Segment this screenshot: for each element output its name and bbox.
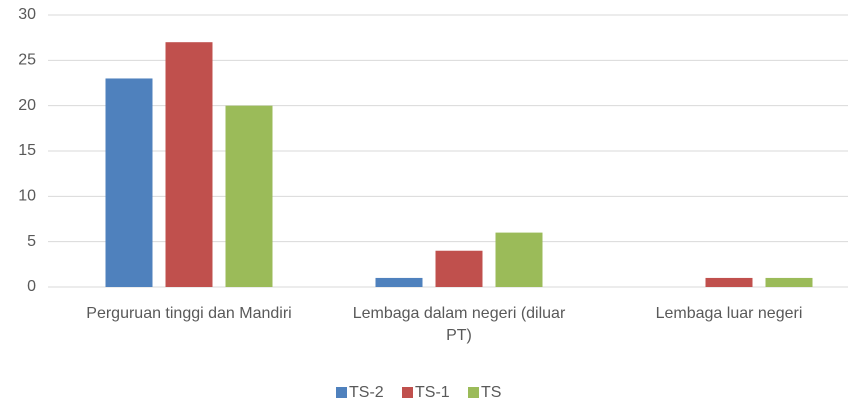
bar (225, 105, 273, 288)
legend-swatch (468, 387, 479, 398)
legend-label: TS-1 (415, 384, 450, 401)
legend-swatch (336, 387, 347, 398)
y-tick-label: 15 (18, 142, 36, 159)
x-tick-label-box: Lembaga luar negeri (655, 305, 803, 322)
x-tick-label: Lembaga luar negeri (655, 305, 803, 322)
x-tick-label-box: Lembaga dalam negeri (diluar PT) (352, 305, 566, 344)
y-tick-label: 25 (18, 52, 36, 69)
y-tick-label: 5 (27, 233, 36, 250)
bar (705, 277, 753, 287)
bar (495, 232, 543, 287)
x-tick-label: Perguruan tinggi dan Mandiri (86, 305, 292, 322)
x-tick-label-box: Perguruan tinggi dan Mandiri (86, 305, 292, 322)
legend-swatch (402, 387, 413, 398)
y-tick-label: 0 (27, 278, 36, 295)
y-tick-label: 30 (18, 6, 36, 23)
bar (765, 277, 813, 287)
bar (375, 277, 423, 287)
bar (165, 42, 213, 288)
legend-label: TS-2 (349, 384, 384, 401)
bar (435, 250, 483, 287)
y-tick-label: 20 (18, 97, 36, 114)
bar (105, 78, 153, 287)
x-tick-label: Lembaga dalam negeri (diluar PT) (352, 305, 566, 344)
legend-label: TS (481, 384, 501, 401)
y-tick-label: 10 (18, 188, 36, 205)
